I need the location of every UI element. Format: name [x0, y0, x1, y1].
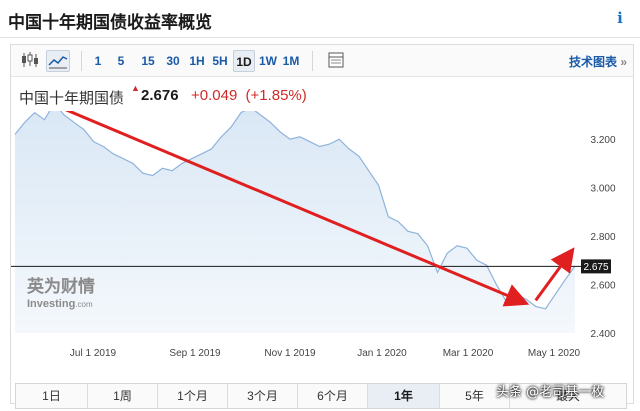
chevron-right-icon: » [620, 55, 627, 69]
info-icon[interactable]: i [617, 9, 623, 27]
x-tick-label: Nov 1 2019 [264, 348, 316, 359]
last-price: 2.676 [141, 87, 179, 104]
interval-1min-button[interactable]: 1 [94, 54, 102, 68]
y-tick-label: 2.600 [590, 281, 615, 292]
chart-card: 1 5 15 30 1H 5H 1D 1W 1M 技术图表 » 中国十年期国债 … [10, 44, 634, 409]
page-title: 中国十年期国债收益率概览 [8, 13, 212, 33]
period-tab-max[interactable]: 最大 [555, 389, 580, 403]
interval-5min-button[interactable]: 5 [117, 54, 125, 68]
y-tick-label: 2.800 [590, 232, 615, 243]
chart-toolbar: 1 5 15 30 1H 5H 1D 1W 1M 技术图表 » [11, 45, 633, 77]
logo-sub-name: Investing [27, 298, 75, 310]
interval-1d-button[interactable]: 1D [233, 50, 255, 72]
current-value-label: 2.675 [583, 262, 608, 273]
period-tab-1d[interactable]: 1日 [16, 384, 88, 408]
change-percent: (+1.85%) [245, 87, 307, 104]
change-value: +0.049 [191, 87, 238, 104]
up-arrow-icon: ▲ [131, 83, 140, 93]
rebound-arrow [534, 247, 575, 302]
watermark: 头条 @老司基一枚 [496, 385, 605, 400]
area-chart-icon[interactable] [46, 50, 70, 72]
instrument-name: 中国十年期国债 [19, 90, 125, 107]
trend-arrow [53, 103, 530, 307]
candlestick-icon[interactable] [19, 50, 43, 72]
period-tab-6m[interactable]: 6个月 [298, 384, 368, 408]
interval-30min-button[interactable]: 30 [166, 54, 180, 68]
toolbar-divider [81, 51, 82, 71]
price-chart[interactable]: 3.200 3.000 2.800 2.600 2.400 Jul 1 2019 Sep … [11, 101, 633, 373]
x-tick-label: May 1 2020 [528, 348, 581, 359]
y-tick-label: 2.400 [590, 329, 615, 340]
period-tabs: 1日 1周 1个月 3个月 6个月 1年 5年 最大 [15, 383, 627, 409]
interval-15min-button[interactable]: 15 [141, 54, 155, 68]
tech-chart-label: 技术图表 [568, 55, 617, 69]
page-header: 中国十年期国债收益率概览 i [0, 0, 640, 38]
period-tab-5y[interactable]: 5年 [440, 384, 510, 408]
x-tick-label: Jan 1 2020 [357, 348, 407, 359]
period-tab-3m[interactable]: 3个月 [228, 384, 298, 408]
x-tick-label: Jul 1 2019 [70, 348, 117, 359]
period-tab-1y[interactable]: 1年 [368, 384, 440, 408]
interval-5h-button[interactable]: 5H [212, 54, 228, 68]
interval-1h-button[interactable]: 1H [189, 54, 205, 68]
period-tab-1m[interactable]: 1个月 [158, 384, 228, 408]
price-chart-svg: 3.200 3.000 2.800 2.600 2.400 Jul 1 2019 Sep … [11, 101, 616, 359]
investing-logo: 英为财情 Investing.com [27, 276, 95, 310]
logo-sub-text: Investing.com [27, 298, 93, 310]
toolbar-divider [312, 51, 313, 71]
logo-main-text: 英为财情 [27, 276, 95, 297]
interval-1w-button[interactable]: 1W [259, 54, 277, 68]
logo-sub-suffix: .com [75, 300, 93, 309]
y-tick-label: 3.200 [590, 135, 615, 146]
y-tick-label: 3.000 [590, 184, 615, 195]
current-value-tag [581, 259, 611, 274]
x-tick-label: Mar 1 2020 [443, 348, 494, 359]
data-table-icon[interactable] [325, 50, 349, 72]
period-tab-1w[interactable]: 1周 [88, 384, 158, 408]
x-tick-label: Sep 1 2019 [169, 348, 221, 359]
chart-area-fill [15, 102, 575, 334]
price-change: +0.049 (+1.85%) [191, 87, 307, 104]
interval-1m-button[interactable]: 1M [282, 54, 300, 68]
chart-series-line [14, 101, 576, 310]
tech-chart-link[interactable]: 技术图表 » [569, 53, 627, 70]
